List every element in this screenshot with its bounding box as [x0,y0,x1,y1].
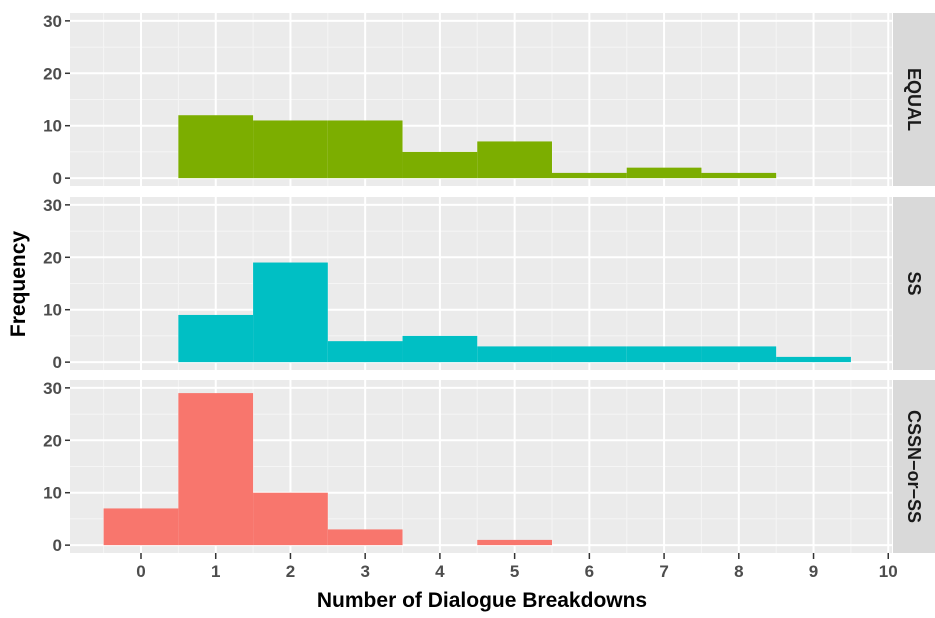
histogram-bar [178,314,254,363]
histogram-bar [477,346,552,363]
histogram-bar [178,393,254,546]
x-tick-label: 2 [286,562,295,581]
histogram-bar [551,172,627,179]
y-tick-label: 30 [43,196,62,215]
x-axis: 0 1 2 3 4 5 6 7 8 9 10 [136,553,898,581]
histogram-bar [103,508,179,546]
y-tick-label: 10 [43,301,62,320]
histogram-bar [253,262,328,363]
histogram-bar [178,115,254,179]
x-tick-label: 9 [809,562,818,581]
histogram-bar [626,346,702,363]
y-tick-label: 10 [43,117,62,136]
histogram-bar [551,346,627,363]
histogram-bar [701,346,777,363]
histogram-bar [253,492,328,546]
x-tick-label: 5 [510,562,519,581]
x-tick-label: 10 [879,562,898,581]
facet-strip [893,13,935,186]
facet-strip-label: SS [904,271,924,295]
x-tick-label: 8 [734,562,743,581]
histogram-bar [701,172,777,179]
y-tick-label: 0 [53,353,62,372]
histogram-bar [402,335,478,363]
y-tick-label: 20 [43,248,62,267]
facet-panel: 0 10 20 30 EQUAL [43,12,935,188]
histogram-bar [327,341,403,363]
facet-panel: 0 10 20 30 CSSN−or−SS [43,379,935,555]
y-tick-label: 30 [43,379,62,398]
facet-panel: 0 10 20 30 SS [43,196,935,372]
x-tick-label: 4 [435,562,445,581]
x-axis-title: Number of Dialogue Breakdowns [317,589,647,612]
x-tick-label: 0 [136,562,145,581]
histogram-bar [402,151,478,179]
histogram-bar [327,120,403,179]
histogram-bar [477,539,552,546]
y-tick-label: 20 [43,431,62,450]
y-tick-label: 20 [43,64,62,83]
x-tick-label: 3 [360,562,369,581]
y-tick-label: 10 [43,484,62,503]
facet-strip-label: EQUAL [904,68,924,131]
histogram-bar [253,120,328,179]
histogram-bar [626,167,702,179]
y-tick-label: 0 [53,536,62,555]
y-axis-title: Frequency [7,231,30,338]
histogram-bar [327,529,403,546]
y-tick-label: 0 [53,169,62,188]
facet-strip [893,380,935,553]
facet-strip [893,197,935,370]
x-tick-label: 7 [659,562,668,581]
facet-strip-label: CSSN−or−SS [904,410,924,523]
x-tick-label: 1 [211,562,220,581]
histogram-bar [477,141,552,179]
y-tick-label: 30 [43,12,62,31]
histogram-bar [776,356,851,363]
panels-layer: 0 10 20 30 EQUAL 0 10 20 30 SS 0 10 20 30 CSSN−or−SS [43,12,935,555]
x-tick-label: 6 [585,562,594,581]
